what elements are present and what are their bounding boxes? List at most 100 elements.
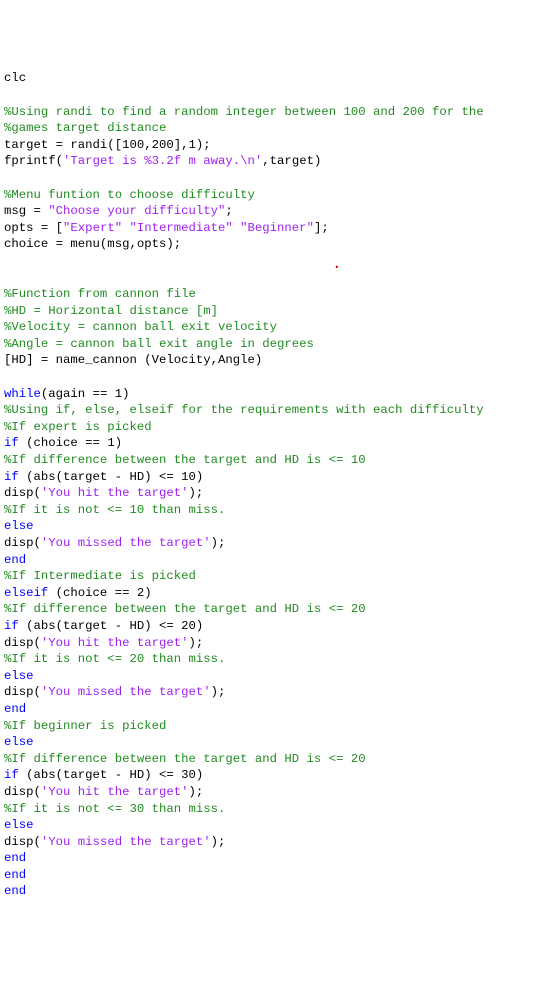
code-token: %Using if, else, elseif for the requirem… bbox=[4, 403, 484, 417]
code-line: msg = "Choose your difficulty"; bbox=[4, 203, 535, 220]
code-line: %If it is not <= 30 than miss. bbox=[4, 801, 535, 818]
code-token: 'You hit the target' bbox=[41, 636, 189, 650]
code-token: while bbox=[4, 387, 41, 401]
code-line: if (abs(target - HD) <= 10) bbox=[4, 469, 535, 486]
code-line: else bbox=[4, 817, 535, 834]
code-token: ); bbox=[189, 636, 204, 650]
code-token: %HD = Horizontal distance [m] bbox=[4, 304, 218, 318]
code-token: (choice == 2) bbox=[56, 586, 152, 600]
code-token: end bbox=[4, 868, 26, 882]
code-line: fprintf('Target is %3.2f m away.\n',targ… bbox=[4, 153, 535, 170]
code-block: clc %Using randi to find a random intege… bbox=[4, 70, 535, 900]
code-token: if bbox=[4, 470, 26, 484]
code-token: %games target distance bbox=[4, 121, 166, 135]
code-line: target = randi([100,200],1); bbox=[4, 137, 535, 154]
code-line: opts = ["Expert" "Intermediate" "Beginne… bbox=[4, 220, 535, 237]
code-token: %If difference between the target and HD… bbox=[4, 453, 366, 467]
code-line bbox=[4, 270, 535, 287]
code-line: %If beginner is picked bbox=[4, 718, 535, 735]
code-token: msg = bbox=[4, 204, 48, 218]
code-token: %If difference between the target and HD… bbox=[4, 752, 366, 766]
code-token: if bbox=[4, 619, 26, 633]
code-token: clc bbox=[4, 71, 26, 85]
code-token: ); bbox=[211, 835, 226, 849]
code-line bbox=[4, 253, 535, 270]
code-line: end bbox=[4, 552, 535, 569]
code-line: %If it is not <= 10 than miss. bbox=[4, 502, 535, 519]
code-line bbox=[4, 87, 535, 104]
code-token: (again == 1) bbox=[41, 387, 130, 401]
code-line: disp('You missed the target'); bbox=[4, 535, 535, 552]
code-token: 'You missed the target' bbox=[41, 685, 211, 699]
code-line: else bbox=[4, 734, 535, 751]
code-token: elseif bbox=[4, 586, 56, 600]
code-line bbox=[4, 369, 535, 386]
code-line: [HD] = name_cannon (Velocity,Angle) bbox=[4, 352, 535, 369]
code-line: disp('You hit the target'); bbox=[4, 635, 535, 652]
code-line: end bbox=[4, 883, 535, 900]
code-line: %Using if, else, elseif for the requirem… bbox=[4, 402, 535, 419]
code-token: %If beginner is picked bbox=[4, 719, 166, 733]
code-line: disp('You hit the target'); bbox=[4, 485, 535, 502]
code-line: %If expert is picked bbox=[4, 419, 535, 436]
code-token: 'You missed the target' bbox=[41, 536, 211, 550]
code-line: disp('You missed the target'); bbox=[4, 834, 535, 851]
code-line: %If difference between the target and HD… bbox=[4, 452, 535, 469]
code-token: disp( bbox=[4, 536, 41, 550]
code-line: if (abs(target - HD) <= 30) bbox=[4, 767, 535, 784]
code-token: ); bbox=[211, 685, 226, 699]
code-token: disp( bbox=[4, 486, 41, 500]
code-token: disp( bbox=[4, 785, 41, 799]
code-token: opts = [ bbox=[4, 221, 63, 235]
code-token: fprintf( bbox=[4, 154, 63, 168]
code-line: %Function from cannon file bbox=[4, 286, 535, 303]
code-token: end bbox=[4, 884, 26, 898]
code-token: %If Intermediate is picked bbox=[4, 569, 196, 583]
code-token: %Menu funtion to choose difficulty bbox=[4, 188, 255, 202]
code-token: else bbox=[4, 669, 34, 683]
code-token: (abs(target - HD) <= 20) bbox=[26, 619, 203, 633]
code-token: ; bbox=[225, 204, 232, 218]
code-line: %If difference between the target and HD… bbox=[4, 751, 535, 768]
code-line: %If Intermediate is picked bbox=[4, 568, 535, 585]
code-line: elseif (choice == 2) bbox=[4, 585, 535, 602]
code-token: 'Target is %3.2f m away.\n' bbox=[63, 154, 262, 168]
code-token: else bbox=[4, 818, 34, 832]
code-token: end bbox=[4, 553, 26, 567]
code-line: end bbox=[4, 701, 535, 718]
code-line: else bbox=[4, 518, 535, 535]
code-line: choice = menu(msg,opts); bbox=[4, 236, 535, 253]
code-line: %Menu funtion to choose difficulty bbox=[4, 187, 535, 204]
code-token: ,target) bbox=[262, 154, 321, 168]
code-token: %If it is not <= 20 than miss. bbox=[4, 652, 225, 666]
code-token: %Function from cannon file bbox=[4, 287, 196, 301]
code-token: "Choose your difficulty" bbox=[48, 204, 225, 218]
code-line: disp('You hit the target'); bbox=[4, 784, 535, 801]
code-token: 'You missed the target' bbox=[41, 835, 211, 849]
code-token: %Angle = cannon ball exit angle in degre… bbox=[4, 337, 314, 351]
code-line: %If difference between the target and HD… bbox=[4, 601, 535, 618]
code-token: ); bbox=[189, 785, 204, 799]
code-token: 'You hit the target' bbox=[41, 785, 189, 799]
code-line: %Velocity = cannon ball exit velocity bbox=[4, 319, 535, 336]
code-line: end bbox=[4, 867, 535, 884]
code-line: %Angle = cannon ball exit angle in degre… bbox=[4, 336, 535, 353]
code-token: "Expert" "Intermediate" "Beginner" bbox=[63, 221, 314, 235]
code-token: [HD] = name_cannon (Velocity,Angle) bbox=[4, 353, 262, 367]
code-token: (abs(target - HD) <= 10) bbox=[26, 470, 203, 484]
code-token: end bbox=[4, 851, 26, 865]
code-token: (choice == 1) bbox=[26, 436, 122, 450]
code-token: (abs(target - HD) <= 30) bbox=[26, 768, 203, 782]
code-line bbox=[4, 170, 535, 187]
code-token: %Velocity = cannon ball exit velocity bbox=[4, 320, 277, 334]
code-line: end bbox=[4, 850, 535, 867]
code-line: %HD = Horizontal distance [m] bbox=[4, 303, 535, 320]
code-line: clc bbox=[4, 70, 535, 87]
code-token: disp( bbox=[4, 835, 41, 849]
code-token: ]; bbox=[314, 221, 329, 235]
code-line: while(again == 1) bbox=[4, 386, 535, 403]
code-token: ); bbox=[211, 536, 226, 550]
code-line: %Using randi to find a random integer be… bbox=[4, 104, 535, 121]
code-token: disp( bbox=[4, 636, 41, 650]
code-token: %If it is not <= 30 than miss. bbox=[4, 802, 225, 816]
